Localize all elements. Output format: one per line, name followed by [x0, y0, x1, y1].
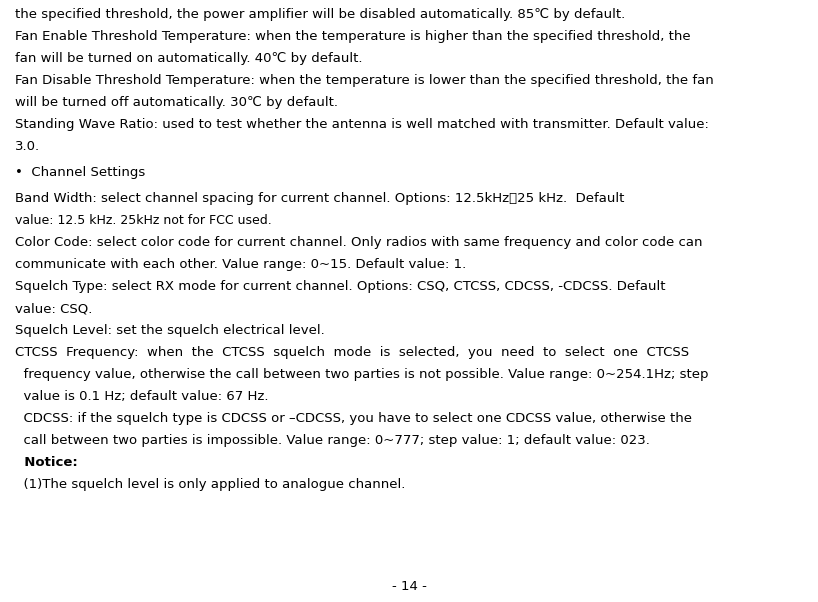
Text: CTCSS  Frequency:  when  the  CTCSS  squelch  mode  is  selected,  you  need  to: CTCSS Frequency: when the CTCSS squelch … — [15, 346, 689, 359]
Text: Fan Disable Threshold Temperature: when the temperature is lower than the specif: Fan Disable Threshold Temperature: when … — [15, 74, 714, 87]
Text: will be turned off automatically. 30℃ by default.: will be turned off automatically. 30℃ by… — [15, 96, 338, 109]
Text: Band Width: select channel spacing for current channel. Options: 12.5kHz、25 kHz.: Band Width: select channel spacing for c… — [15, 192, 624, 205]
Text: communicate with each other. Value range: 0~15. Default value: 1.: communicate with each other. Value range… — [15, 258, 466, 271]
Text: •  Channel Settings: • Channel Settings — [15, 166, 146, 179]
Text: Standing Wave Ratio: used to test whether the antenna is well matched with trans: Standing Wave Ratio: used to test whethe… — [15, 118, 709, 131]
Text: Squelch Type: select RX mode for current channel. Options: CSQ, CTCSS, CDCSS, -C: Squelch Type: select RX mode for current… — [15, 280, 666, 293]
Text: value is 0.1 Hz; default value: 67 Hz.: value is 0.1 Hz; default value: 67 Hz. — [15, 390, 268, 403]
Text: value: 12.5 kHz. 25kHz not for FCC used.: value: 12.5 kHz. 25kHz not for FCC used. — [15, 214, 272, 227]
Text: CDCSS: if the squelch type is CDCSS or –CDCSS, you have to select one CDCSS valu: CDCSS: if the squelch type is CDCSS or –… — [15, 412, 692, 425]
Text: (1)The squelch level is only applied to analogue channel.: (1)The squelch level is only applied to … — [15, 478, 406, 491]
Text: frequency value, otherwise the call between two parties is not possible. Value r: frequency value, otherwise the call betw… — [15, 368, 708, 381]
Text: Notice:: Notice: — [15, 456, 78, 469]
Text: 3.0.: 3.0. — [15, 140, 40, 153]
Text: - 14 -: - 14 - — [392, 580, 426, 593]
Text: Squelch Level: set the squelch electrical level.: Squelch Level: set the squelch electrica… — [15, 324, 325, 337]
Text: Color Code: select color code for current channel. Only radios with same frequen: Color Code: select color code for curren… — [15, 236, 703, 249]
Text: value: CSQ.: value: CSQ. — [15, 302, 92, 315]
Text: call between two parties is impossible. Value range: 0~777; step value: 1; defau: call between two parties is impossible. … — [15, 434, 649, 447]
Text: the specified threshold, the power amplifier will be disabled automatically. 85℃: the specified threshold, the power ampli… — [15, 8, 625, 21]
Text: fan will be turned on automatically. 40℃ by default.: fan will be turned on automatically. 40℃… — [15, 52, 362, 65]
Text: Fan Enable Threshold Temperature: when the temperature is higher than the specif: Fan Enable Threshold Temperature: when t… — [15, 30, 690, 43]
